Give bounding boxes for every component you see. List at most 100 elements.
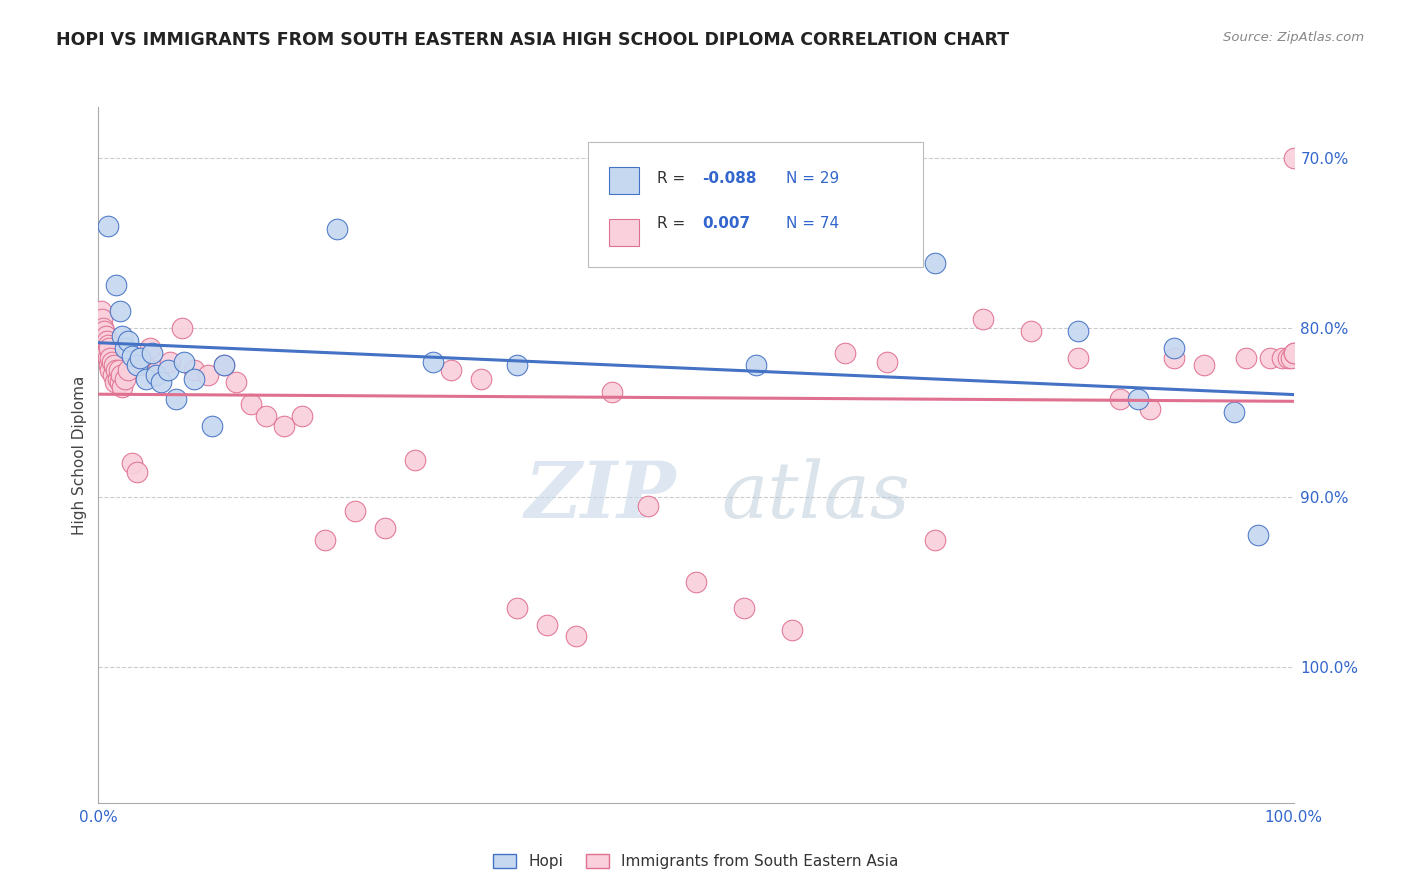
Point bbox=[273, 419, 295, 434]
Point bbox=[1192, 358, 1215, 372]
Point bbox=[326, 222, 349, 236]
Point bbox=[212, 358, 235, 372]
Point bbox=[565, 630, 588, 644]
Point bbox=[422, 354, 444, 368]
Point bbox=[108, 303, 131, 318]
Point bbox=[105, 278, 128, 293]
Point bbox=[117, 363, 139, 377]
Point bbox=[114, 341, 136, 355]
Point bbox=[107, 363, 129, 377]
Point bbox=[315, 533, 337, 547]
Point bbox=[149, 375, 172, 389]
Point bbox=[96, 346, 118, 360]
Point bbox=[121, 457, 143, 471]
Point bbox=[132, 358, 155, 372]
FancyBboxPatch shape bbox=[588, 142, 922, 267]
Point bbox=[1246, 527, 1268, 541]
Point bbox=[733, 600, 755, 615]
Point bbox=[173, 354, 195, 368]
Point bbox=[93, 324, 115, 338]
Point bbox=[1019, 324, 1042, 338]
Point bbox=[135, 371, 157, 385]
Point bbox=[129, 351, 152, 366]
Point bbox=[506, 358, 529, 372]
Point bbox=[602, 385, 624, 400]
Point bbox=[291, 409, 314, 423]
Point bbox=[91, 320, 114, 334]
Point bbox=[93, 334, 115, 349]
Point bbox=[374, 521, 396, 535]
Point bbox=[108, 375, 131, 389]
Point bbox=[924, 256, 946, 270]
Point bbox=[91, 312, 114, 326]
Point bbox=[1277, 351, 1299, 366]
Text: R =: R = bbox=[657, 217, 695, 231]
Point bbox=[745, 358, 768, 372]
Text: R =: R = bbox=[657, 171, 690, 186]
Point bbox=[344, 504, 367, 518]
Point bbox=[1271, 351, 1294, 366]
Point bbox=[117, 334, 139, 349]
Point bbox=[94, 341, 117, 355]
Point bbox=[1234, 351, 1257, 366]
Point bbox=[506, 600, 529, 615]
Point bbox=[121, 350, 143, 364]
Point bbox=[470, 371, 492, 385]
Point bbox=[97, 351, 120, 366]
Point bbox=[972, 312, 994, 326]
Point bbox=[404, 453, 426, 467]
Point bbox=[156, 363, 179, 377]
Point bbox=[225, 375, 247, 389]
Point bbox=[440, 363, 463, 377]
Y-axis label: High School Diploma: High School Diploma bbox=[72, 376, 87, 534]
Point bbox=[197, 368, 219, 383]
Point bbox=[876, 354, 898, 368]
Point bbox=[98, 358, 121, 372]
Point bbox=[103, 358, 125, 372]
Point bbox=[101, 368, 124, 383]
Point bbox=[114, 371, 136, 385]
Point bbox=[1258, 351, 1281, 366]
Text: HOPI VS IMMIGRANTS FROM SOUTH EASTERN ASIA HIGH SCHOOL DIPLOMA CORRELATION CHART: HOPI VS IMMIGRANTS FROM SOUTH EASTERN AS… bbox=[56, 31, 1010, 49]
Point bbox=[834, 346, 856, 360]
Point bbox=[125, 358, 148, 372]
Point bbox=[97, 337, 120, 351]
Point bbox=[165, 392, 187, 406]
Point bbox=[98, 341, 121, 355]
Point bbox=[780, 623, 803, 637]
Point bbox=[139, 341, 162, 355]
Text: N = 74: N = 74 bbox=[786, 217, 839, 231]
Point bbox=[125, 465, 148, 479]
Point bbox=[1128, 392, 1150, 406]
Point bbox=[183, 363, 205, 377]
Point bbox=[159, 354, 181, 368]
Point bbox=[98, 351, 122, 366]
Point bbox=[685, 575, 707, 590]
Point bbox=[183, 371, 205, 385]
Point bbox=[90, 303, 112, 318]
Point bbox=[1163, 351, 1185, 366]
Point bbox=[1139, 402, 1161, 417]
Point bbox=[1279, 351, 1302, 366]
Bar bbox=[609, 167, 638, 194]
Point bbox=[111, 380, 134, 394]
Text: N = 29: N = 29 bbox=[786, 171, 839, 186]
Point bbox=[1163, 341, 1185, 355]
Text: 0.007: 0.007 bbox=[702, 217, 749, 231]
Point bbox=[1282, 346, 1305, 360]
Legend: Hopi, Immigrants from South Eastern Asia: Hopi, Immigrants from South Eastern Asia bbox=[486, 848, 905, 875]
Point bbox=[172, 320, 194, 334]
Text: ZIP: ZIP bbox=[524, 458, 676, 535]
Point bbox=[1282, 151, 1305, 165]
Point bbox=[240, 397, 263, 411]
Point bbox=[110, 368, 132, 383]
Point bbox=[1282, 346, 1305, 360]
Bar bbox=[609, 219, 638, 246]
Point bbox=[97, 219, 120, 233]
Point bbox=[254, 409, 277, 423]
Point bbox=[536, 617, 558, 632]
Point bbox=[1067, 324, 1090, 338]
Point bbox=[105, 363, 128, 377]
Text: -0.088: -0.088 bbox=[702, 171, 756, 186]
Point bbox=[1109, 392, 1132, 406]
